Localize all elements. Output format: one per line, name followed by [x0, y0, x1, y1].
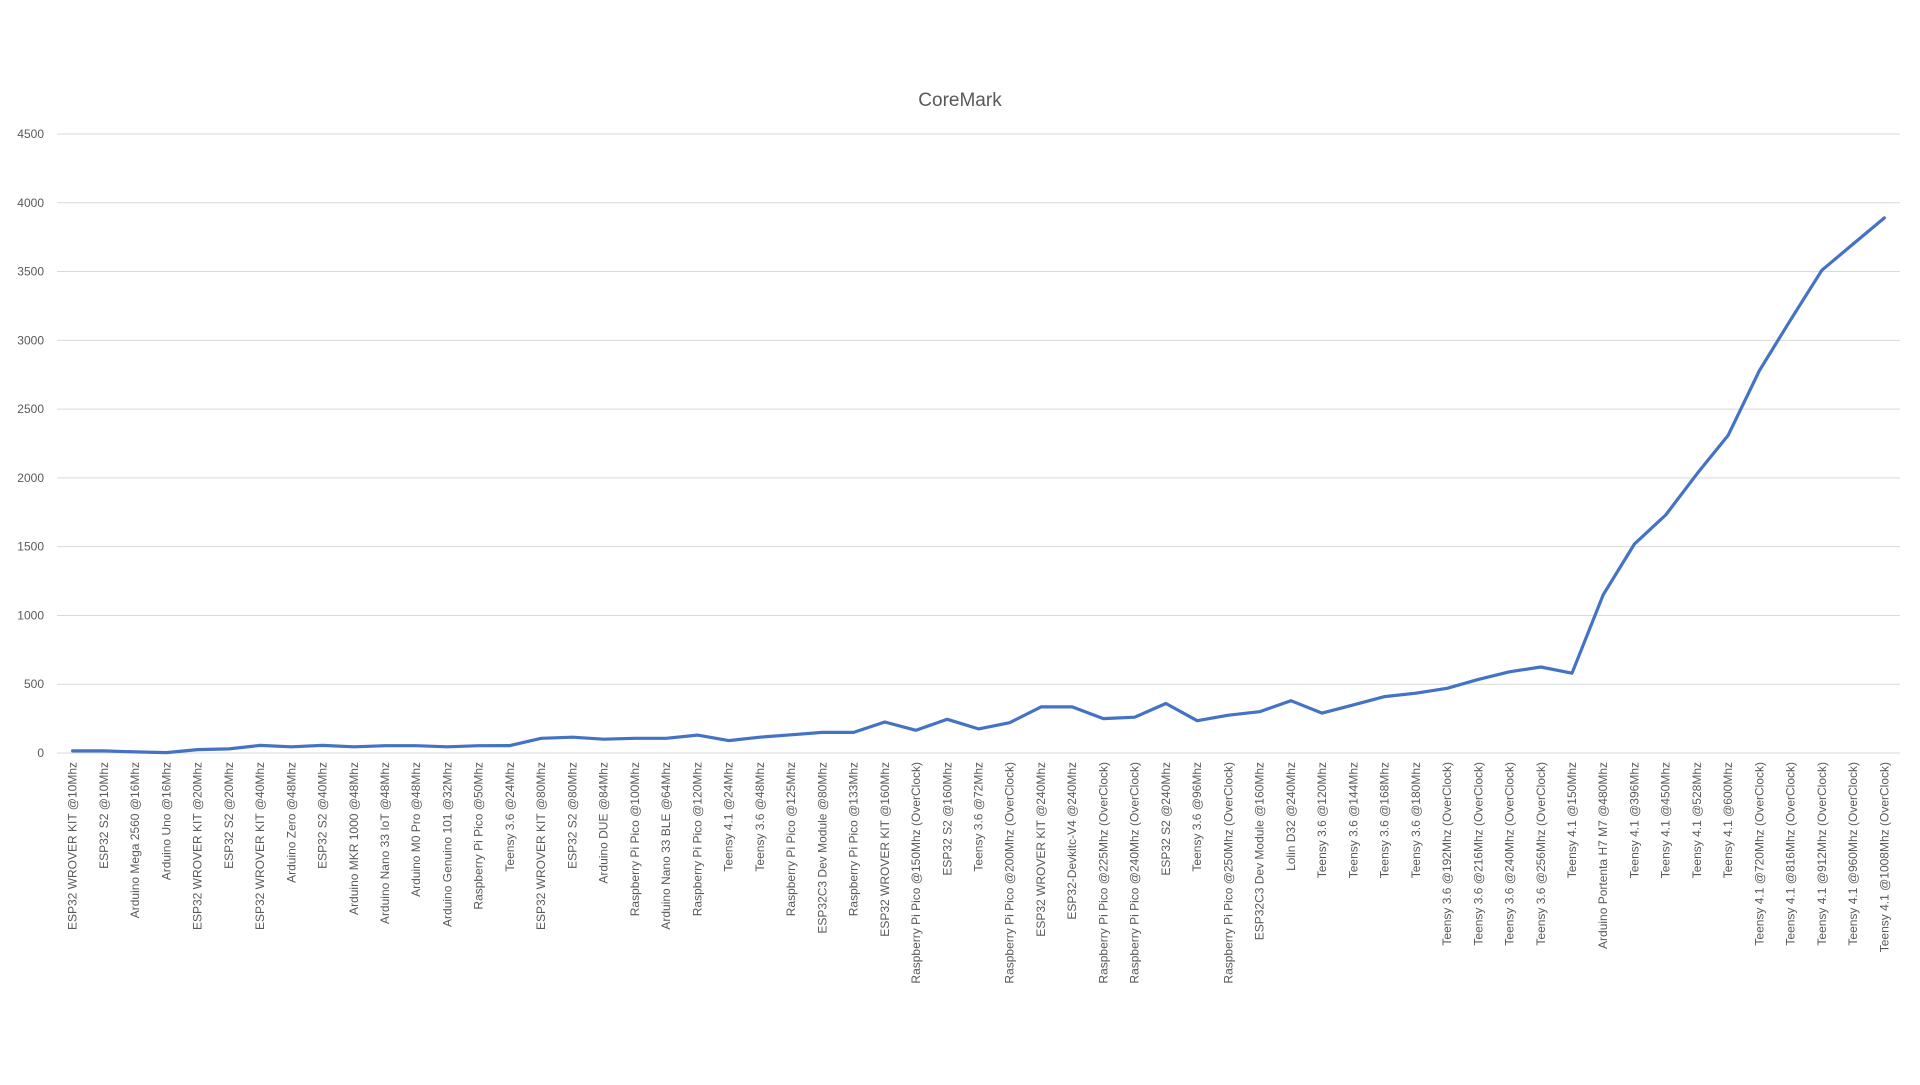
x-category-label: ESP32 WROVER KIT @20Mhz [191, 762, 205, 930]
x-category-label: ESP32 S2 @80Mhz [565, 762, 579, 869]
x-axis-category-labels: ESP32 WROVER KIT @10Mhz ESP32 S2 @10Mhz Ar… [66, 762, 1892, 984]
x-category-label: Arduino DUE @84Mhz [597, 762, 611, 884]
x-category-label: Teensy 3.6 @216Mhz (OverClock) [1471, 762, 1485, 946]
x-category-label: ESP32 WROVER KIT @40Mhz [253, 762, 267, 930]
x-category-label: Raspberry Pi Pico @125Mhz [784, 762, 798, 916]
x-category-label: Teensy 4.1 @720Mhz (OverClock) [1752, 762, 1766, 946]
x-category-label: ESP32 S2 @160Mhz [940, 762, 954, 876]
y-tick-label: 3000 [17, 333, 44, 347]
x-category-label: ESP32 S2 @10Mhz [97, 762, 111, 869]
x-category-label: Arduino M0 Pro @48Mhz [409, 762, 423, 897]
x-category-label: Raspberry Pi Pico @150Mhz (OverClock) [909, 762, 923, 984]
x-category-label: Teensy 4.1 @600Mhz [1721, 762, 1735, 878]
x-category-label: ESP32 WROVER KIT @160Mhz [878, 762, 892, 937]
y-tick-label: 500 [24, 677, 44, 691]
x-category-label: Raspberry Pi Pico @133Mhz [847, 762, 861, 916]
x-category-label: Teensy 3.6 @168Mhz [1378, 762, 1392, 878]
x-category-label: Teensy 3.6 @96Mhz [1190, 762, 1204, 872]
y-axis-tick-labels: 0 500 1000 1500 2000 2500 3000 3500 4000 4500 [17, 127, 44, 760]
x-category-label: Arduino Genuino 101 @32Mhz [440, 762, 454, 927]
x-category-label: Teensy 3.6 @48Mhz [753, 762, 767, 872]
x-category-label: Arduino Nano 33 BLE @64Mhz [659, 762, 673, 930]
x-category-label: Teensy 3.6 @72Mhz [972, 762, 986, 872]
x-category-label: Raspberry Pi Pico @50Mhz [472, 762, 486, 910]
x-category-label: Teensy 3.6 @144Mhz [1346, 762, 1360, 878]
x-category-label: Raspberry Pi Pico @200Mhz (OverClock) [1003, 762, 1017, 984]
x-category-label: ESP32 S2 @20Mhz [222, 762, 236, 869]
x-category-label: Teensy 4.1 @150Mhz [1565, 762, 1579, 878]
y-tick-label: 1500 [17, 540, 44, 554]
x-category-label: Teensy 3.6 @180Mhz [1409, 762, 1423, 878]
chart-title: CoreMark [918, 90, 1002, 111]
y-tick-label: 4500 [17, 127, 44, 141]
x-category-label: Raspberry Pi Pico @250Mhz (OverClock) [1221, 762, 1235, 984]
x-category-label: Raspberry Pi Pico @100Mhz [628, 762, 642, 916]
x-category-label: Lolin D32 @240Mhz [1284, 762, 1298, 871]
y-tick-label: 1000 [17, 608, 44, 622]
x-category-label: Teensy 3.6 @24Mhz [503, 762, 517, 872]
x-category-label: Teensy 3.6 @240Mhz (OverClock) [1503, 762, 1517, 946]
x-category-label: Raspberry Pi Pico @120Mhz [690, 762, 704, 916]
x-category-label: Arduino Portenta H7 M7 @480Mhz [1596, 762, 1610, 949]
x-category-label: ESP32 S2 @40Mhz [316, 762, 330, 869]
x-category-label: Teensy 4.1 @912Mhz (OverClock) [1815, 762, 1829, 946]
y-tick-label: 2000 [17, 471, 44, 485]
x-category-label: Teensy 3.6 @256Mhz (OverClock) [1534, 762, 1548, 946]
gridlines [57, 133, 1900, 754]
x-category-label: Teensy 3.6 @192Mhz (OverClock) [1440, 762, 1454, 946]
x-category-label: Arduino Nano 33 IoT @48Mhz [378, 762, 392, 924]
x-category-label: Teensy 4.1 @816Mhz (OverClock) [1784, 762, 1798, 946]
x-category-label: Arduino Uno @16Mhz [159, 762, 173, 880]
x-category-label: Teensy 4.1 @24Mhz [722, 762, 736, 872]
x-category-label: ESP32C3 Dev Module @80Mhz [815, 762, 829, 934]
x-category-label: Teensy 4.1 @960Mhz (OverClock) [1846, 762, 1860, 946]
x-category-label: ESP32C3 Dev Module @160Mhz [1253, 762, 1267, 940]
x-category-label: ESP32-Devkitc-V4 @240Mhz [1065, 762, 1079, 920]
x-category-label: Raspberry Pi Pico @225Mhz (OverClock) [1096, 762, 1110, 984]
x-category-label: ESP32 S2 @240Mhz [1159, 762, 1173, 876]
y-tick-label: 4000 [17, 196, 44, 210]
x-category-label: Teensy 4.1 @450Mhz [1659, 762, 1673, 878]
x-category-label: ESP32 WROVER KIT @80Mhz [534, 762, 548, 930]
x-category-label: Arduino Mega 2560 @16Mhz [128, 762, 142, 918]
y-tick-label: 2500 [17, 402, 44, 416]
x-category-label: Teensy 4.1 @396Mhz [1627, 762, 1641, 878]
y-tick-label: 3500 [17, 265, 44, 279]
x-category-label: Arduino MKR 1000 @48Mhz [347, 762, 361, 915]
x-category-label: Arduino Zero @48Mhz [284, 762, 298, 883]
x-category-label: Teensy 4.1 @528Mhz [1690, 762, 1704, 878]
x-category-label: ESP32 WROVER KIT @240Mhz [1034, 762, 1048, 937]
x-category-label: Teensy 3.6 @120Mhz [1315, 762, 1329, 878]
y-tick-label: 0 [37, 746, 44, 760]
x-category-label: ESP32 WROVER KIT @10Mhz [66, 762, 80, 930]
x-category-label: Raspberry Pi Pico @240Mhz (OverClock) [1128, 762, 1142, 984]
coremark-series-line [70, 216, 1887, 755]
x-category-label: Teensy 4.1 @1008Mhz (OverClock) [1877, 762, 1891, 952]
